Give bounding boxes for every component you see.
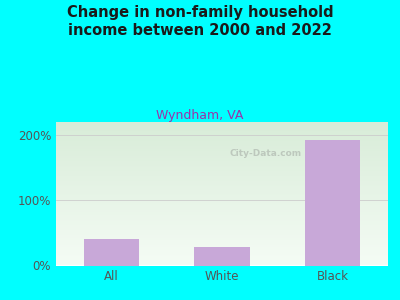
Text: Change in non-family household
income between 2000 and 2022: Change in non-family household income be… xyxy=(67,4,333,38)
Bar xyxy=(305,140,360,266)
Text: City-Data.com: City-Data.com xyxy=(229,149,301,158)
Bar xyxy=(84,239,139,266)
Bar xyxy=(194,247,250,266)
Text: Wyndham, VA: Wyndham, VA xyxy=(156,110,244,122)
